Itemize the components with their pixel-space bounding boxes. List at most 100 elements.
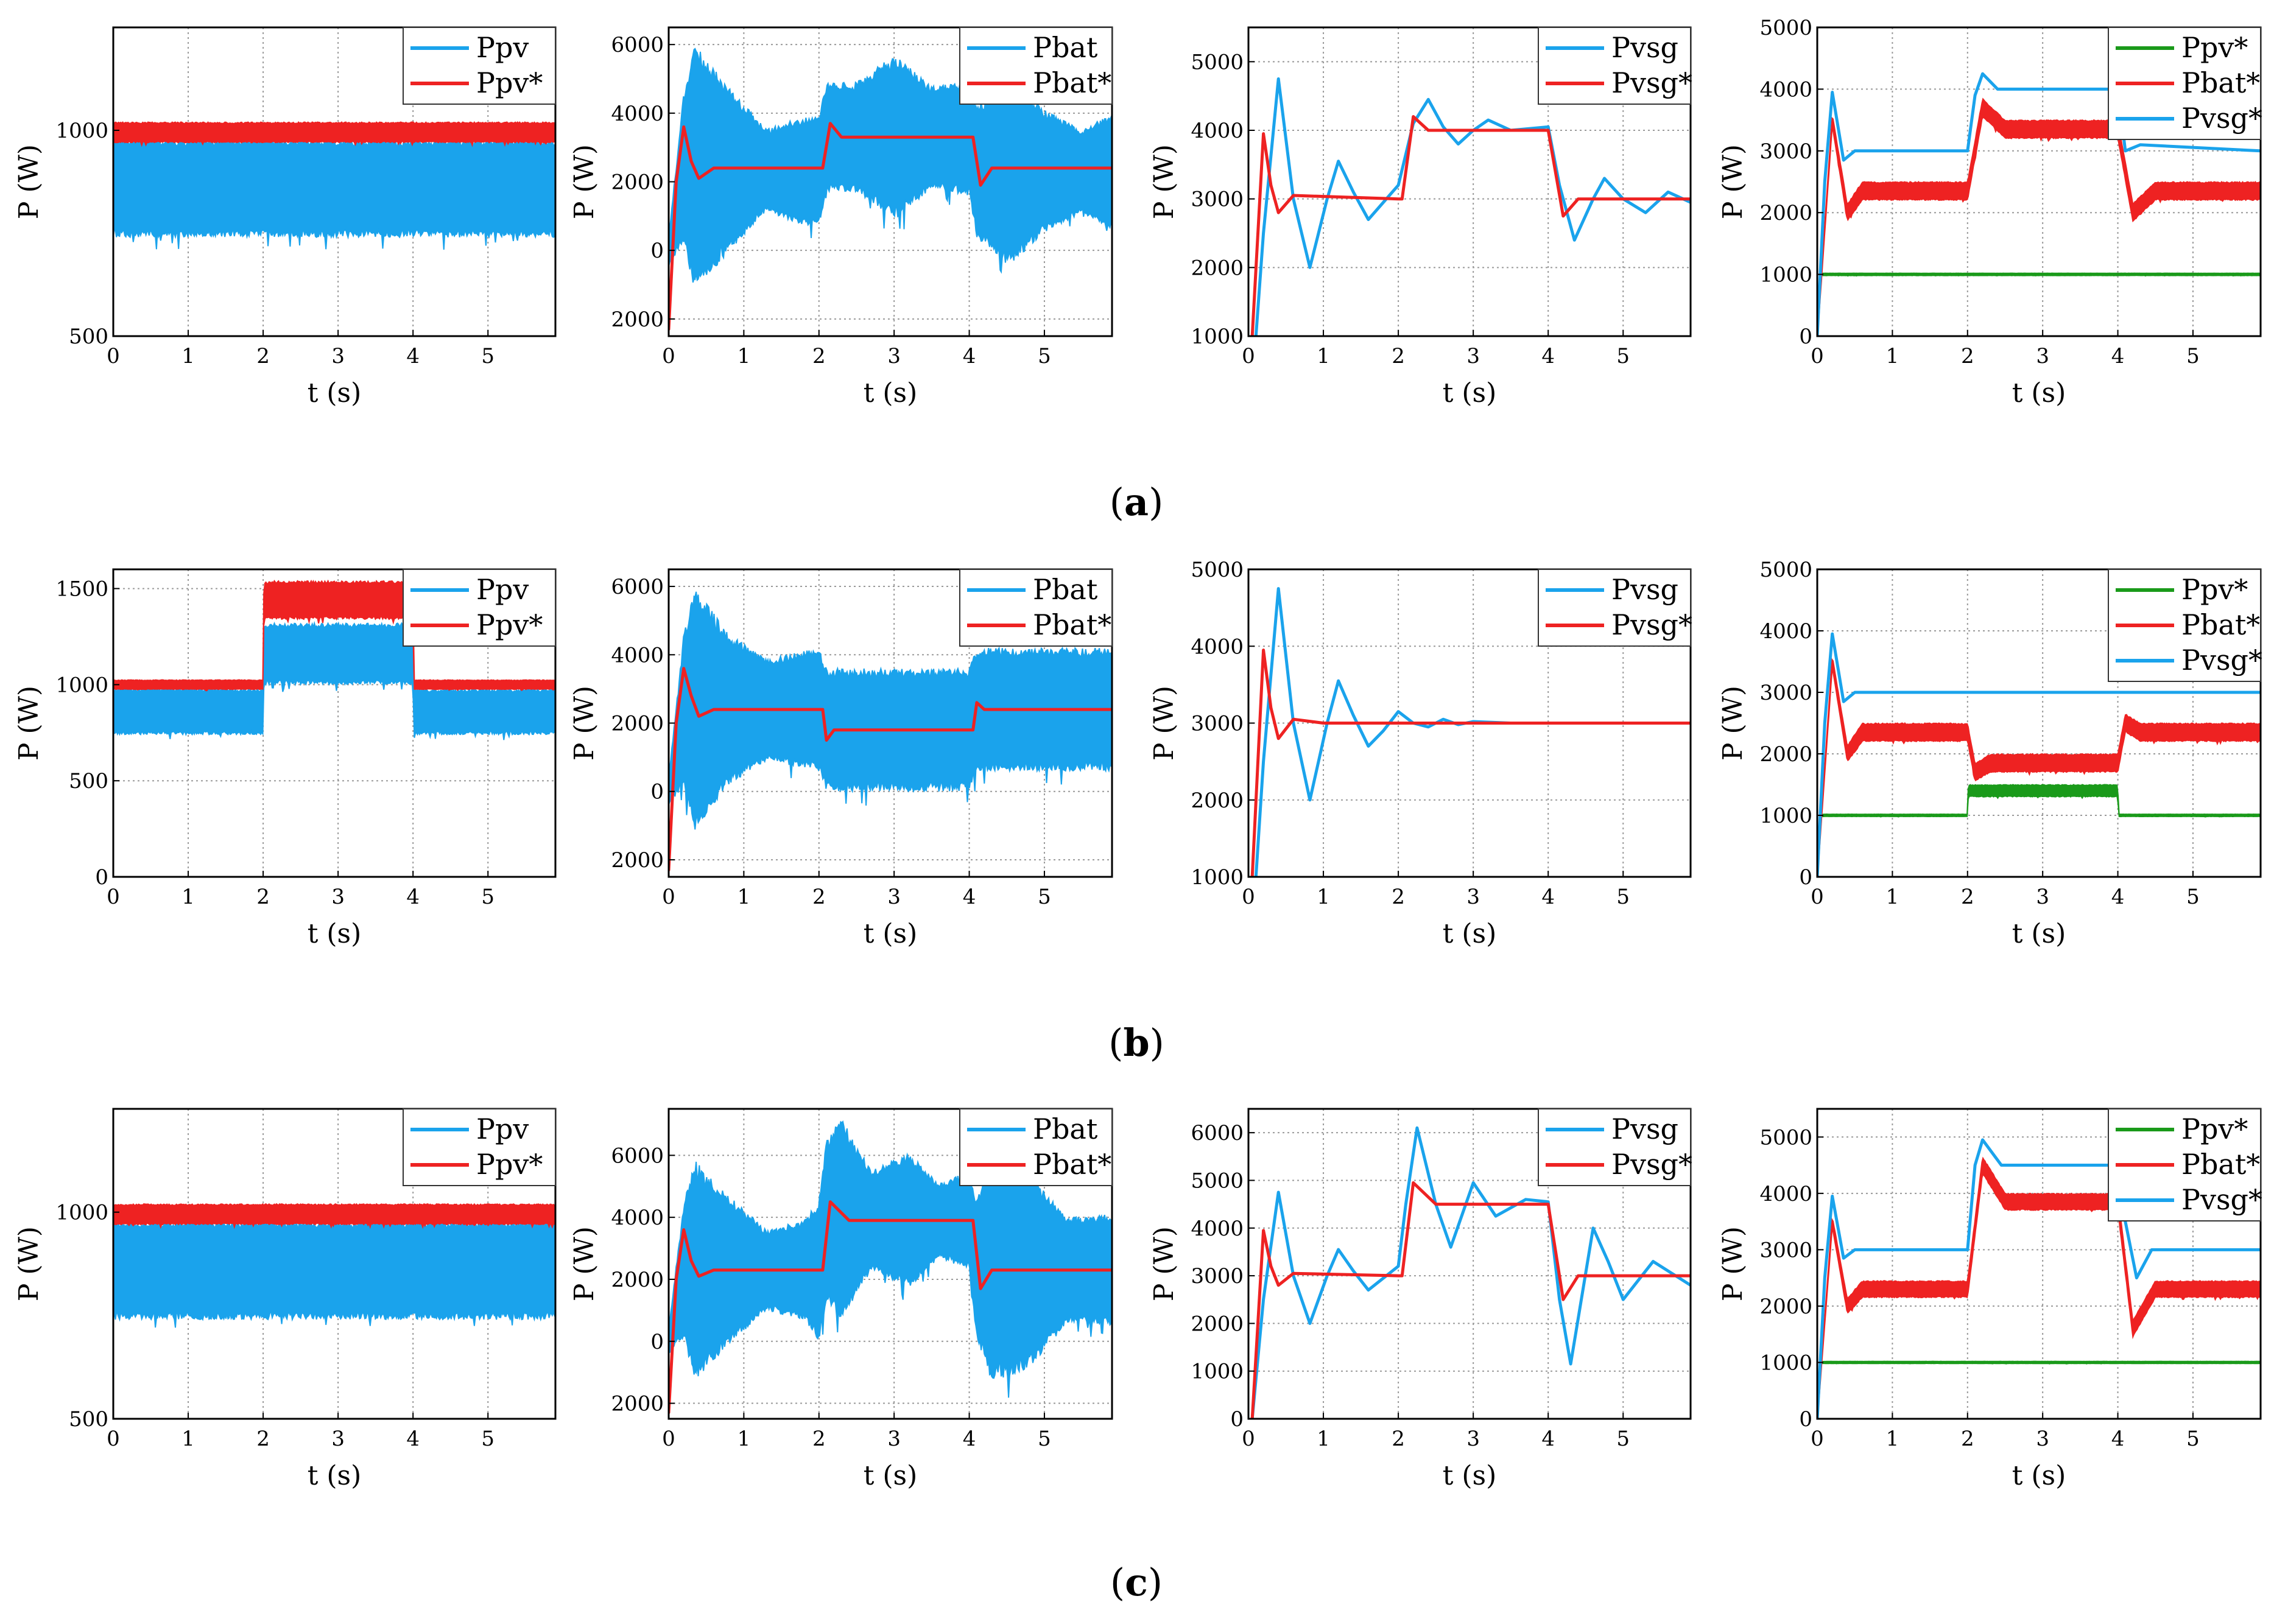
x-axis-label: t (s)	[308, 918, 362, 949]
y-tick-label: 1000	[1191, 325, 1244, 349]
y-tick-label: 2000	[1191, 256, 1244, 280]
legend-label: Pvsg*	[2181, 1183, 2262, 1216]
legend-label: Ppv*	[476, 1148, 543, 1181]
y-tick-label: 5000	[1759, 1125, 1812, 1150]
series-group	[1250, 77, 1691, 336]
plot-frame	[1247, 1108, 1692, 1420]
legend-label: Pvsg	[1611, 31, 1678, 64]
x-tick-label: 2	[256, 885, 270, 909]
y-tick-label: 6000	[611, 1144, 664, 1168]
x-tick-label: 5	[481, 885, 495, 909]
x-tick-label: 1	[181, 885, 195, 909]
caption-c-close: )	[1148, 1560, 1163, 1605]
x-tick-label: 3	[2036, 1427, 2049, 1451]
y-tick-label: 5000	[1191, 558, 1244, 582]
series-pbat-ref	[1817, 1156, 2261, 1419]
y-tick-label: 0	[1799, 1407, 1812, 1432]
x-tick-label: 4	[406, 344, 420, 368]
series-pvsg	[1254, 77, 1691, 336]
legend-box	[1538, 27, 1691, 105]
x-tick-label: 2	[1961, 344, 1974, 368]
y-tick-label: 2000	[1759, 742, 1812, 767]
x-tick-label: 4	[1541, 885, 1555, 909]
legend-label: Pvsg*	[2181, 102, 2262, 135]
y-tick-label: 1500	[55, 577, 108, 602]
legend-label: Pvsg*	[1611, 66, 1692, 99]
x-axis-label: t (s)	[864, 1460, 918, 1491]
x-tick-label: 0	[662, 1427, 675, 1451]
x-axis-label: t (s)	[2012, 1460, 2066, 1491]
y-axis-label: P (W)	[13, 686, 44, 761]
legend-box	[1538, 569, 1691, 647]
y-tick-label: 4000	[1191, 1217, 1244, 1241]
caption-a-open: (	[1110, 480, 1124, 524]
x-tick-label: 0	[1242, 344, 1255, 368]
y-tick-label: 1000	[1191, 865, 1244, 890]
plot-frame	[112, 26, 557, 337]
legend: Ppv*Pbat*Pvsg*	[2108, 1108, 2262, 1222]
x-tick-label: 0	[107, 344, 120, 368]
y-tick-label: 3000	[1191, 1264, 1244, 1288]
series-group	[669, 591, 1112, 872]
x-tick-label: 3	[1466, 885, 1480, 909]
chart-a2: 0 1 2 3 4 5 2000 0 2000 4000 6000 t (s) P (W) PbatPba…	[569, 26, 1113, 409]
chart-a3: 0 1 2 3 4 5 1000 2000 3000 4000 5000 t (s) P (W) Pvsg…	[1149, 26, 1692, 409]
y-tick-label: 0	[1799, 865, 1812, 890]
y-tick-label: 1000	[1759, 1351, 1812, 1375]
y-tick-label: 1000	[1191, 1360, 1244, 1384]
y-axis-label: P (W)	[13, 1226, 44, 1301]
chart-b2: 0 1 2 3 4 5 2000 0 2000 4000 6000 t (s) P (W) PbatPba…	[569, 568, 1113, 949]
series-pbat	[669, 1120, 1112, 1398]
caption-b-letter: b	[1123, 1021, 1149, 1065]
y-tick-label: 2000	[611, 848, 664, 873]
x-tick-label: 5	[1038, 344, 1051, 368]
x-tick-label: 2	[1961, 1427, 1974, 1451]
caption-c-letter: c	[1125, 1560, 1148, 1605]
series-group	[1817, 1138, 2261, 1419]
series-pbat-ref	[1817, 658, 2261, 877]
series-ppv-ref	[113, 578, 555, 692]
x-tick-label: 2	[812, 344, 826, 368]
legend-box	[959, 1108, 1113, 1186]
legend-label: Ppv*	[476, 66, 543, 99]
x-tick-label: 1	[1317, 344, 1330, 368]
legend-label: Pbat	[1033, 573, 1098, 606]
y-tick-label: 4000	[611, 1206, 664, 1230]
x-tick-label: 0	[662, 885, 675, 909]
caption-a-close: )	[1149, 480, 1163, 524]
y-tick-label: 3000	[1759, 1238, 1812, 1262]
caption-c-open: (	[1110, 1560, 1125, 1605]
x-tick-label: 5	[2186, 344, 2200, 368]
legend-label: Pbat*	[1033, 1148, 1111, 1181]
x-axis-label: t (s)	[864, 918, 918, 949]
plot-frame	[112, 1108, 557, 1420]
plot-frame	[667, 1108, 1113, 1420]
x-tick-label: 3	[331, 1427, 345, 1451]
chart-b3: 0 1 2 3 4 5 1000 2000 3000 4000 5000 t (s) P (W) Pvsg…	[1149, 558, 1692, 949]
y-tick-label: 3000	[1759, 139, 1812, 164]
y-axis-label: P (W)	[1149, 1226, 1180, 1301]
x-axis-label: t (s)	[2012, 378, 2066, 409]
x-tick-label: 4	[2111, 344, 2125, 368]
x-tick-label: 1	[737, 885, 751, 909]
plot-frame	[112, 568, 557, 878]
x-tick-label: 4	[963, 344, 976, 368]
x-tick-label: 4	[1541, 344, 1555, 368]
chart-c3: 0 1 2 3 4 5 0 1000 2000 3000 4000 5000 6000 t (s) P (W…	[1149, 1108, 1692, 1491]
x-tick-label: 2	[1392, 344, 1405, 368]
x-axis-label: t (s)	[308, 378, 362, 409]
legend: Ppv*Pbat*Pvsg*	[2108, 27, 2262, 140]
series-ppv-ref	[113, 1203, 555, 1229]
x-tick-label: 2	[812, 885, 826, 909]
x-axis-label: t (s)	[1443, 918, 1497, 949]
x-tick-label: 2	[1392, 1427, 1405, 1451]
x-tick-label: 3	[331, 885, 345, 909]
y-tick-label: 5000	[1191, 50, 1244, 74]
series-group	[1250, 1126, 1691, 1419]
legend-label: Pbat	[1033, 31, 1098, 64]
y-tick-label: 0	[1799, 325, 1812, 349]
y-tick-label: 5000	[1759, 16, 1812, 40]
